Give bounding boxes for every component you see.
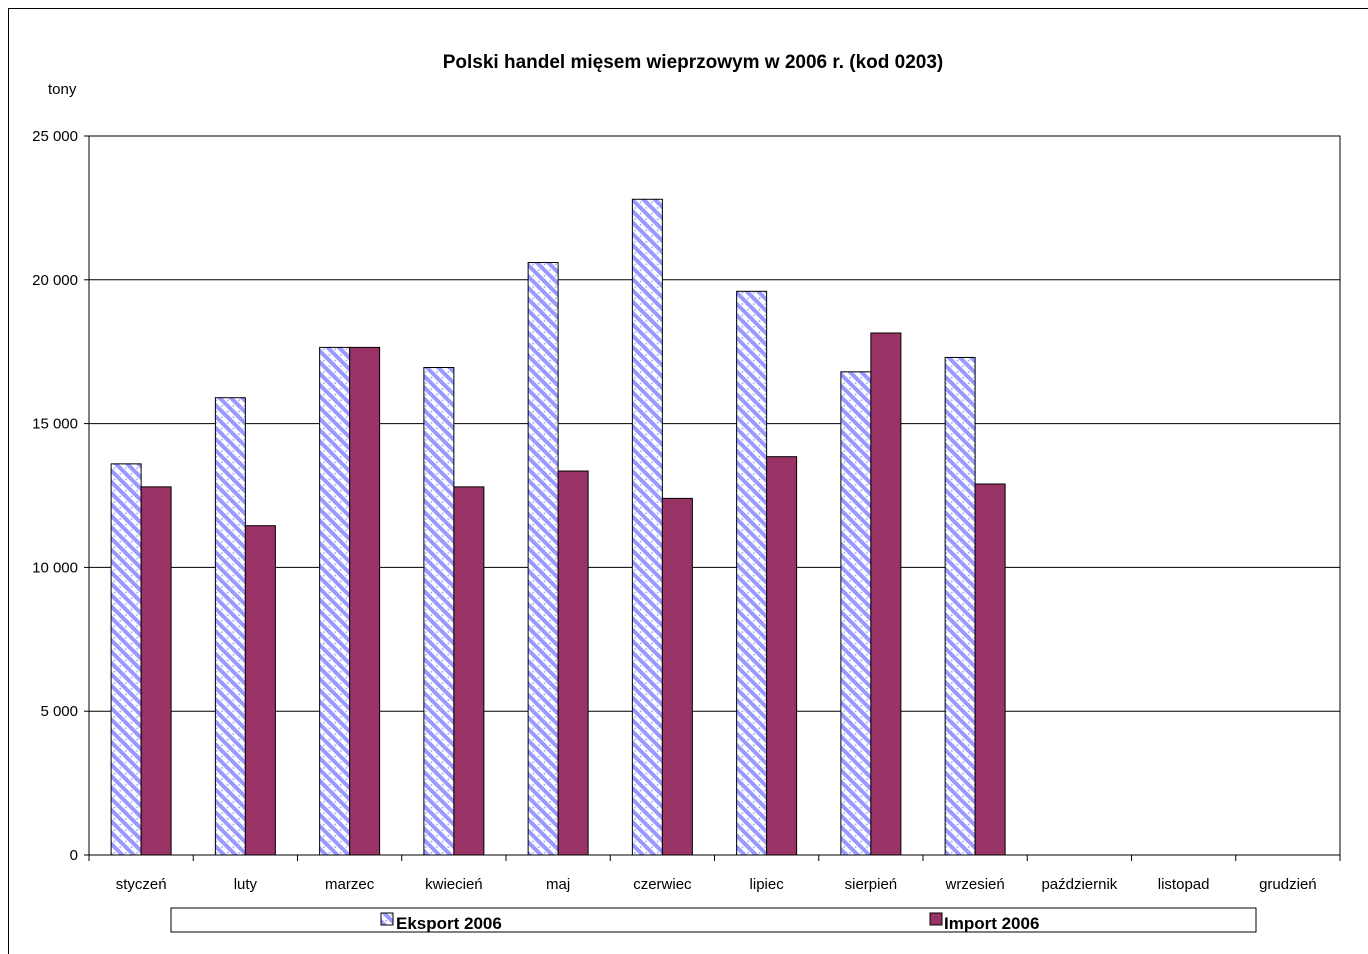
bar-eksport-4 — [527, 262, 559, 856]
bar-import-6 — [766, 456, 798, 856]
legend-label-import: Import 2006 — [944, 914, 1039, 933]
bar-import-5 — [661, 497, 693, 856]
bar-eksport-1 — [214, 397, 246, 856]
y-axis-unit-label: tony — [48, 81, 77, 98]
legend: Eksport 2006 Import 2006 — [170, 907, 1257, 933]
y-tick-labels: 0 5 000 10 000 15 000 20 000 25 000 — [32, 128, 78, 864]
bar-eksport-6 — [736, 290, 768, 856]
x-tick-label: listopad — [1158, 876, 1210, 893]
bar-eksport-7 — [840, 371, 872, 856]
y-tick-label: 10 000 — [32, 559, 78, 576]
chart-frame — [8, 8, 1368, 954]
x-tick-label: czerwiec — [633, 876, 692, 893]
y-tick-label: 0 — [70, 847, 78, 864]
y-tick-label: 5 000 — [40, 703, 78, 720]
legend-label-eksport: Eksport 2006 — [396, 914, 502, 933]
x-tick-labels: styczeń luty marzec kwiecień maj czerwiec lipi… — [116, 876, 1317, 893]
x-tick-label: wrzesień — [945, 876, 1005, 893]
bar-import-0 — [140, 486, 172, 856]
bar-import-3 — [453, 486, 485, 856]
plot-area — [88, 135, 1341, 856]
chart-title: Polski handel mięsem wieprzowym w 2006 r… — [443, 52, 944, 73]
gridlines — [89, 135, 1340, 712]
bar-import-1 — [244, 525, 276, 856]
x-tick-label: kwiecień — [425, 876, 483, 893]
bar-import-8 — [974, 483, 1006, 856]
x-tick-label: luty — [234, 876, 258, 893]
bar-eksport-3 — [423, 367, 455, 856]
x-tick-label: marzec — [325, 876, 375, 893]
bar-eksport-5 — [631, 198, 663, 856]
legend-box — [170, 907, 1257, 933]
x-tick-label: październik — [1041, 876, 1117, 893]
legend-swatch-import — [929, 912, 943, 926]
axes — [84, 135, 1341, 861]
bar-import-4 — [557, 470, 589, 856]
x-tick-label: maj — [546, 876, 570, 893]
x-tick-label: sierpień — [845, 876, 898, 893]
bar-import-7 — [870, 332, 902, 856]
y-tick-label: 15 000 — [32, 416, 78, 433]
y-tick-label: 25 000 — [32, 128, 78, 145]
y-tick-label: 20 000 — [32, 272, 78, 289]
bar-eksport-8 — [944, 356, 976, 856]
x-tick-label: styczeń — [116, 876, 167, 893]
x-tick-label: grudzień — [1259, 876, 1317, 893]
legend-swatch-eksport — [380, 912, 394, 926]
bars — [110, 198, 1006, 856]
x-tick-label: lipiec — [750, 876, 785, 893]
bar-import-2 — [349, 346, 381, 856]
bar-eksport-0 — [110, 463, 142, 856]
bar-eksport-2 — [319, 346, 351, 856]
